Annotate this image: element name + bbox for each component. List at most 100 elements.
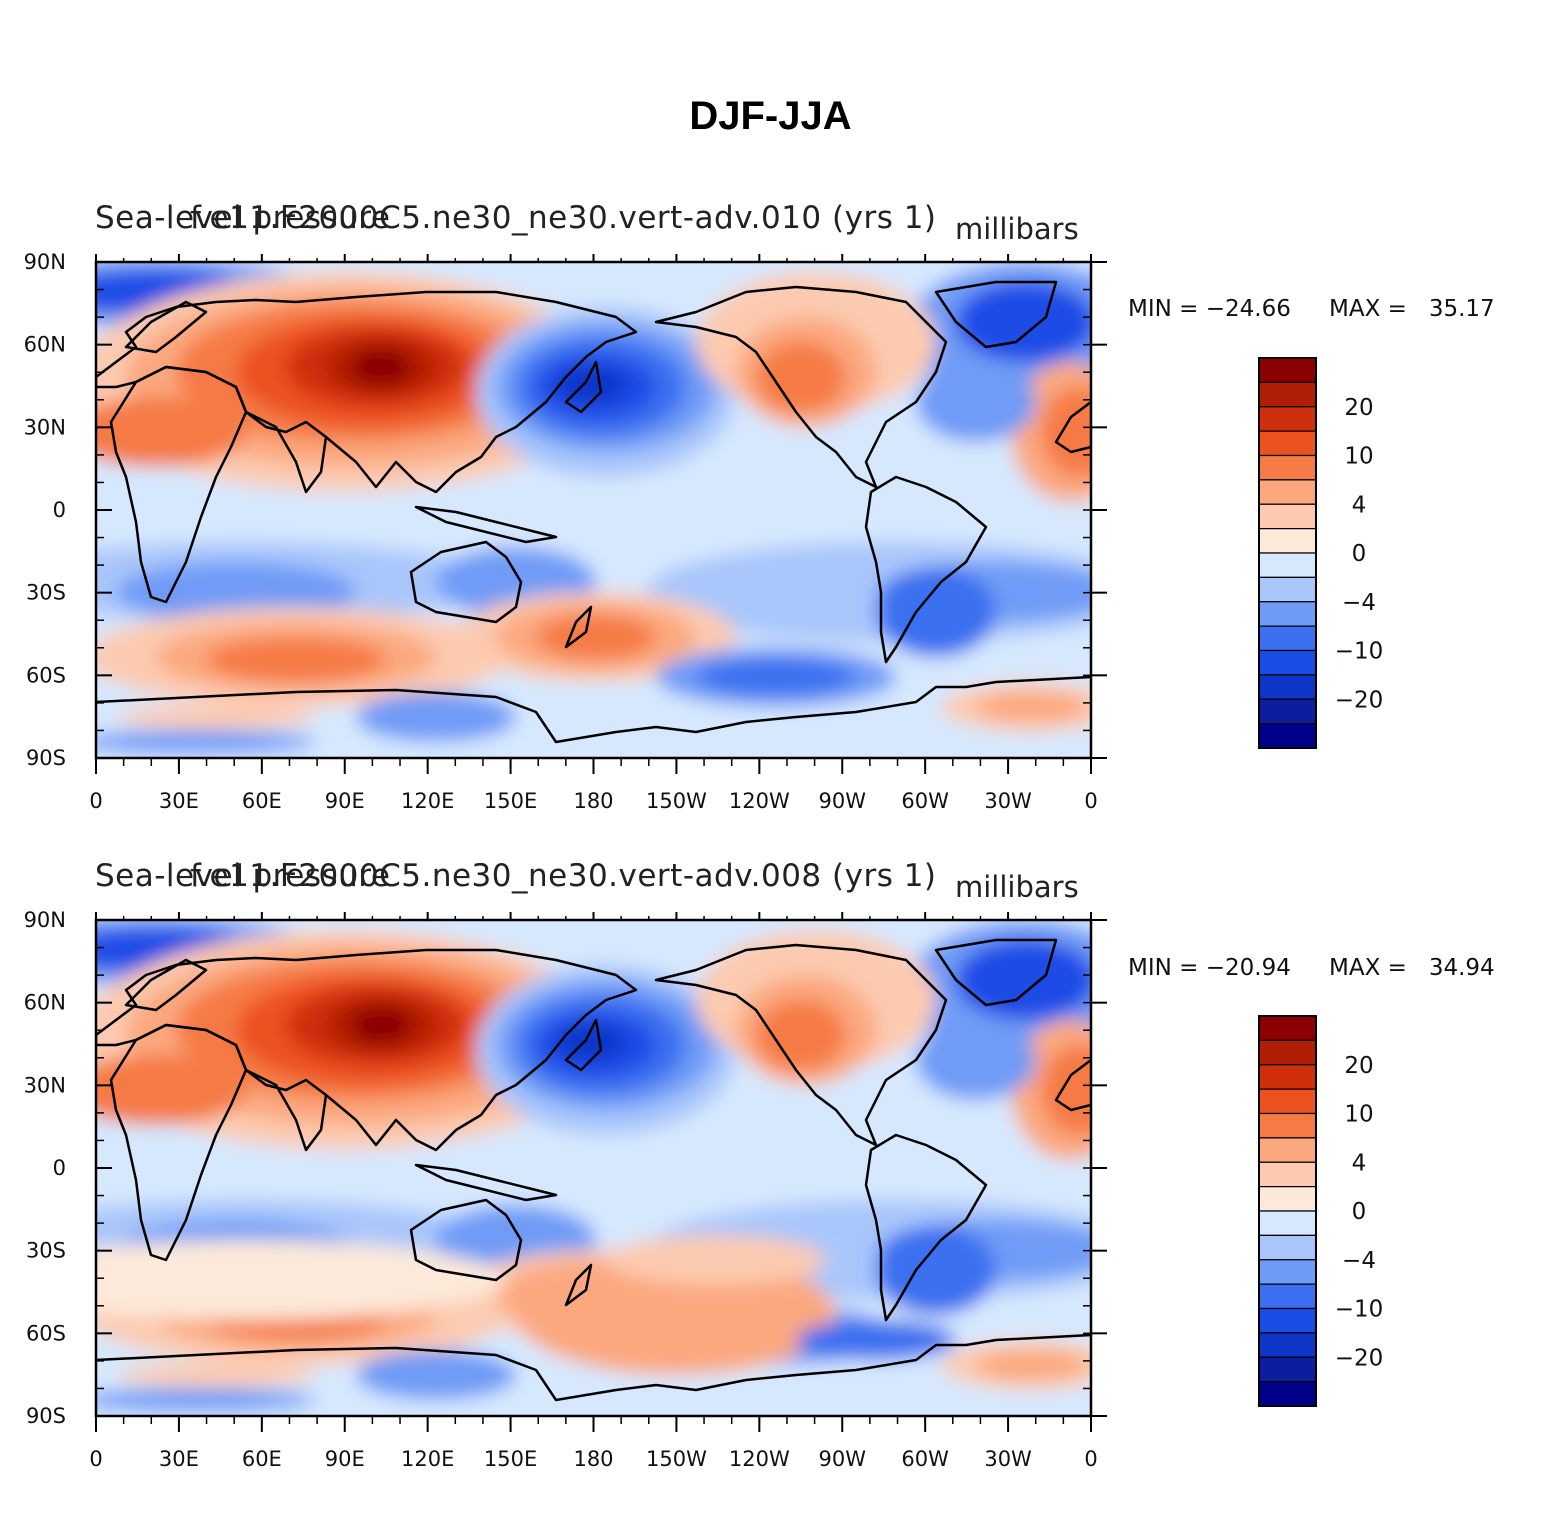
colorbar-label: −4	[1342, 1248, 1376, 1274]
y-tick-label: 90N	[24, 908, 66, 932]
y-tick-label: 30S	[26, 1239, 66, 1263]
x-tick-label: 90W	[819, 1447, 867, 1471]
x-tick-label: 120W	[729, 1447, 790, 1471]
x-tick-label: 30E	[159, 1447, 199, 1471]
colorbar-swatch	[1258, 1356, 1317, 1383]
x-tick-label: 150W	[646, 789, 707, 813]
y-tick-label: 30N	[24, 1073, 66, 1097]
pressure-contour-region	[916, 362, 1036, 442]
x-tick-label: 60E	[242, 1447, 282, 1471]
colorbar-swatch	[1258, 625, 1317, 652]
colorbar-label: 4	[1352, 1150, 1367, 1176]
pressure-contour-region	[356, 1350, 516, 1400]
panel1-colorbar: 20 10 4 0 −4 −10 −20	[1258, 357, 1384, 749]
x-tick-label: 150E	[484, 789, 537, 813]
colorbar-swatch	[1258, 1112, 1317, 1139]
y-tick-label: 0	[53, 498, 66, 522]
colorbar-swatch	[1258, 479, 1317, 505]
pressure-contour-region	[976, 692, 1086, 722]
colorbar-label: −10	[1335, 639, 1384, 665]
colorbar-swatch	[1258, 1039, 1317, 1066]
colorbar-swatch	[1258, 1332, 1317, 1358]
panel2-colorbar: 20 10 4 0 −4 −10 −20	[1258, 1015, 1384, 1407]
x-tick-label: 0	[1084, 1447, 1097, 1471]
colorbar-swatch	[1258, 406, 1317, 432]
colorbar-swatch	[1258, 1381, 1317, 1407]
pressure-contour-region	[351, 1007, 411, 1043]
panel1-title-center: f.e11.F2000C5.ne30_ne30.vert-adv.010 (yr…	[190, 200, 937, 236]
x-tick-label: 90E	[325, 1447, 365, 1471]
colorbar-swatch	[1258, 357, 1317, 383]
y-tick-label: 60S	[26, 663, 66, 687]
colorbar-swatch	[1258, 576, 1317, 603]
panel2-max: MAX = 34.94	[1329, 955, 1495, 981]
x-tick-label: 30E	[159, 789, 199, 813]
pressure-contour-region	[1041, 1045, 1091, 1135]
pressure-contour-region	[96, 1240, 506, 1320]
colorbar-swatch	[1258, 528, 1317, 554]
colorbar-swatch	[1258, 1161, 1317, 1188]
colorbar-swatch	[1258, 1307, 1317, 1334]
colorbar-frame	[1258, 1015, 1317, 1407]
panel2-map: 90N 60N 30N 0 30S 60S 90S 0 30E 60E 90E 120E 150E 180…	[24, 908, 1107, 1471]
colorbar-swatch	[1258, 1088, 1317, 1115]
colorbar-swatch	[1258, 723, 1317, 749]
colorbar-label: 10	[1344, 444, 1373, 470]
y-tick-label: 90S	[26, 1404, 66, 1428]
colorbar-swatch	[1258, 1015, 1317, 1041]
pressure-contour-region	[96, 1055, 246, 1125]
colorbar-label: 0	[1352, 541, 1367, 567]
colorbar-swatch	[1258, 454, 1317, 481]
panel1-max: MAX = 35.17	[1329, 296, 1495, 322]
pressure-contour-region	[96, 730, 316, 754]
pressure-contour-region	[756, 342, 846, 412]
colorbar-label: −20	[1335, 1345, 1384, 1371]
pressure-contour-region	[876, 1225, 996, 1315]
x-tick-label: 90W	[819, 789, 867, 813]
colorbar-frame	[1258, 357, 1317, 749]
panel2-title-left: Sea-level pressure	[95, 858, 391, 894]
panel1-title-left: Sea-level pressure	[95, 200, 391, 236]
pressure-contour-region	[916, 1020, 1036, 1100]
x-tick-label: 180	[573, 1447, 613, 1471]
colorbar-swatch	[1258, 1186, 1317, 1212]
pressure-contour-region	[516, 1255, 836, 1375]
pressure-contour-region	[876, 567, 996, 657]
pressure-contour-region	[351, 349, 411, 385]
y-tick-label: 60S	[26, 1321, 66, 1345]
pressure-contour-region	[116, 705, 316, 729]
colorbar-label: −20	[1335, 687, 1384, 713]
pressure-contour-region	[756, 1000, 846, 1070]
colorbar-swatch	[1258, 1283, 1317, 1310]
panel1-map: 90N 60N 30N 0 30S 60S 90S 0 30E 60E 90E 120E 150E 180…	[24, 250, 1107, 813]
x-tick-label: 120E	[401, 1447, 454, 1471]
panel1-units: millibars	[955, 212, 1079, 246]
colorbar-swatch	[1258, 1064, 1317, 1090]
colorbar-swatch	[1258, 1137, 1317, 1163]
pressure-contour-region	[696, 659, 856, 695]
colorbar-label: 20	[1344, 1053, 1373, 1079]
x-tick-label: 120W	[729, 789, 790, 813]
y-tick-label: 90N	[24, 250, 66, 274]
y-tick-label: 60N	[24, 333, 66, 357]
pressure-contour-region	[606, 1235, 826, 1285]
pressure-contour-region	[116, 1363, 316, 1387]
y-tick-label: 90S	[26, 746, 66, 770]
y-tick-label: 0	[53, 1156, 66, 1180]
x-tick-label: 150W	[646, 1447, 707, 1471]
pressure-contour-region	[96, 397, 246, 467]
pressure-contour-region	[536, 615, 656, 659]
colorbar-label: −10	[1335, 1297, 1384, 1323]
pressure-contour-region	[1041, 387, 1091, 477]
x-tick-label: 60W	[901, 789, 949, 813]
colorbar-swatch	[1258, 430, 1317, 457]
panel2-title-center: f.e11.F2000C5.ne30_ne30.vert-adv.008 (yr…	[190, 858, 937, 894]
colorbar-swatch	[1258, 1259, 1317, 1285]
pressure-contour-region	[956, 282, 1091, 362]
colorbar-swatch	[1258, 601, 1317, 627]
figure-title: DJF-JJA	[689, 94, 852, 138]
panel1-min: MIN = −24.66	[1128, 296, 1291, 322]
colorbar-swatch	[1258, 698, 1317, 725]
colorbar-label: −4	[1342, 590, 1376, 616]
